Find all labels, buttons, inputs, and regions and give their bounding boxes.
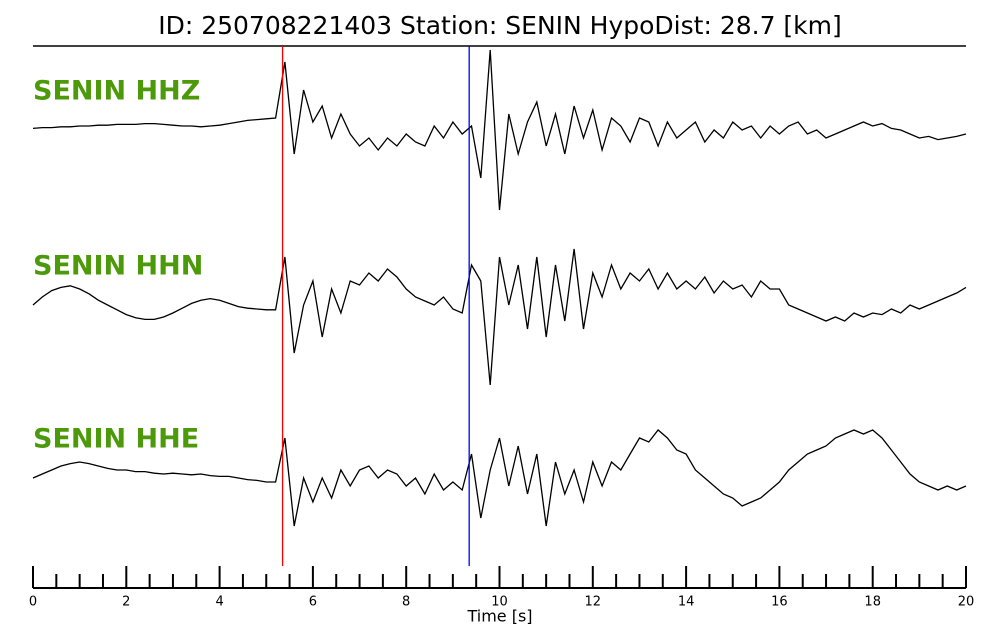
x-tick-label: 12	[585, 595, 602, 610]
x-tick-label: 8	[402, 595, 410, 610]
waveform	[32, 49, 967, 211]
x-tick-label: 20	[958, 595, 975, 610]
x-tick-label: 14	[678, 595, 695, 610]
x-tick-label: 10	[491, 595, 508, 610]
x-tick-label: 6	[309, 595, 317, 610]
waveform	[32, 429, 967, 527]
trace-label: SENIN HHZ	[33, 76, 200, 107]
x-tick-label: 4	[215, 595, 223, 610]
x-tick-label: 16	[771, 595, 788, 610]
chart-title: ID: 250708221403 Station: SENIN HypoDist…	[158, 11, 842, 40]
trace-label: SENIN HHN	[33, 251, 203, 282]
x-axis-label: Time [s]	[466, 607, 532, 626]
trace-label: SENIN HHE	[33, 424, 199, 455]
x-tick-label: 18	[864, 595, 881, 610]
waveform	[32, 248, 967, 386]
x-tick-label: 2	[122, 595, 130, 610]
x-tick-label: 0	[29, 595, 37, 610]
